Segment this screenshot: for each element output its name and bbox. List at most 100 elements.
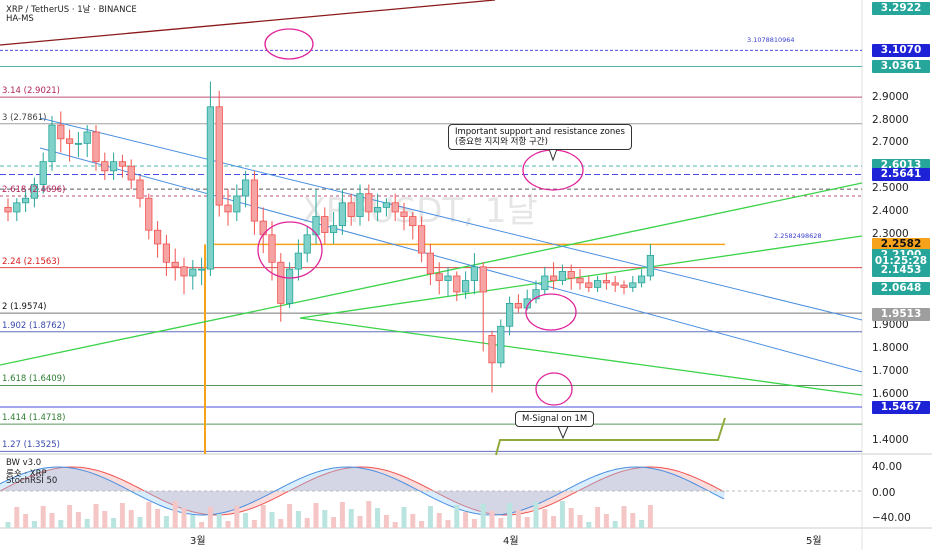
- price-badge[interactable]: 2.0648: [872, 282, 930, 296]
- candle[interactable]: [250, 179, 258, 222]
- candle[interactable]: [567, 270, 575, 279]
- candle[interactable]: [550, 275, 558, 281]
- candle[interactable]: [611, 282, 619, 286]
- oscillator-pane: [0, 466, 862, 528]
- candle[interactable]: [197, 268, 206, 271]
- candle[interactable]: [241, 179, 250, 197]
- candle[interactable]: [629, 282, 637, 288]
- candle[interactable]: [57, 124, 65, 140]
- candle[interactable]: [189, 268, 197, 277]
- sr-zone-callout: Important support and resistance zones (…: [448, 124, 632, 150]
- fib-level-label: 2.24 (2.1563): [2, 256, 61, 267]
- sub-indicator-name[interactable]: BW v3.0: [6, 458, 42, 468]
- candle[interactable]: [206, 106, 214, 270]
- candle[interactable]: [620, 284, 628, 288]
- candle[interactable]: [488, 335, 496, 364]
- sub-indicator-line3[interactable]: StochRSI 50: [6, 476, 58, 486]
- candle[interactable]: [39, 161, 47, 185]
- candle[interactable]: [461, 280, 470, 293]
- candle[interactable]: [373, 206, 382, 213]
- price-badge[interactable]: 2.5641: [872, 167, 930, 181]
- highlight-circle: [257, 221, 323, 279]
- candle[interactable]: [145, 197, 153, 231]
- candle[interactable]: [83, 131, 91, 144]
- candle[interactable]: [338, 202, 347, 227]
- fib-level-label: 1.902 (1.8762): [2, 320, 66, 331]
- candle[interactable]: [646, 254, 655, 277]
- candle[interactable]: [497, 325, 505, 364]
- candle[interactable]: [541, 275, 549, 291]
- candle[interactable]: [382, 202, 391, 208]
- candle[interactable]: [365, 193, 373, 213]
- fib-level-label: 2.618 (2.4696): [2, 185, 66, 196]
- price-badge[interactable]: 2.1453: [872, 263, 930, 277]
- candle[interactable]: [356, 193, 364, 217]
- candle[interactable]: [101, 161, 109, 172]
- candle[interactable]: [417, 225, 426, 254]
- candle[interactable]: [576, 277, 584, 284]
- candle[interactable]: [224, 204, 232, 213]
- candle[interactable]: [479, 266, 487, 293]
- candle[interactable]: [329, 225, 338, 233]
- candle[interactable]: [13, 202, 21, 213]
- price-badge[interactable]: 3.1070: [872, 43, 930, 57]
- candle[interactable]: [321, 216, 329, 233]
- candle[interactable]: [312, 216, 320, 236]
- highlight-circle: [535, 372, 573, 406]
- price-tick: 2.4000: [872, 204, 909, 217]
- price-badge[interactable]: 3.2922: [872, 1, 930, 15]
- candle[interactable]: [426, 252, 435, 275]
- price-badge[interactable]: 1.5467: [872, 400, 930, 414]
- price-tick: 1.6000: [872, 387, 909, 400]
- candle[interactable]: [400, 211, 408, 217]
- maroon-trendline: [0, 0, 496, 46]
- price-badge[interactable]: 1.9513: [872, 308, 930, 322]
- candle[interactable]: [21, 197, 30, 204]
- candle[interactable]: [294, 252, 303, 270]
- candle[interactable]: [48, 124, 56, 163]
- candle[interactable]: [453, 275, 461, 293]
- candle[interactable]: [391, 202, 399, 213]
- candle[interactable]: [74, 142, 82, 145]
- candle[interactable]: [505, 302, 514, 327]
- time-label-may: 5월: [806, 536, 822, 547]
- candle[interactable]: [171, 261, 179, 268]
- candle[interactable]: [470, 266, 479, 281]
- candle[interactable]: [347, 202, 355, 217]
- candle[interactable]: [409, 216, 417, 227]
- candle[interactable]: [92, 131, 100, 163]
- candle[interactable]: [4, 206, 12, 213]
- candle[interactable]: [162, 243, 170, 263]
- candle[interactable]: [153, 229, 162, 245]
- candle[interactable]: [277, 261, 285, 304]
- candle[interactable]: [66, 138, 74, 144]
- candle[interactable]: [215, 106, 223, 206]
- symbol-title[interactable]: XRP / TetherUS · 1날 · BINANCE: [6, 5, 137, 15]
- candle[interactable]: [585, 282, 593, 288]
- candle[interactable]: [435, 273, 443, 281]
- candle[interactable]: [444, 275, 452, 281]
- indicator-name[interactable]: HA-MS: [6, 14, 34, 24]
- candle[interactable]: [594, 280, 602, 288]
- price-badge[interactable]: 3.0361: [872, 60, 930, 74]
- candle[interactable]: [285, 268, 294, 304]
- candle[interactable]: [136, 179, 144, 199]
- candle[interactable]: [268, 234, 276, 263]
- candle[interactable]: [303, 234, 311, 254]
- fib-level-label: 1.618 (1.6409): [2, 374, 66, 385]
- candle[interactable]: [110, 161, 118, 172]
- candle[interactable]: [118, 161, 126, 167]
- price-badge[interactable]: 2.2582: [872, 237, 930, 251]
- candle[interactable]: [180, 266, 188, 277]
- candle[interactable]: [127, 165, 135, 181]
- candle[interactable]: [233, 195, 241, 213]
- candle[interactable]: [532, 289, 540, 300]
- candle[interactable]: [558, 270, 567, 281]
- candle[interactable]: [514, 302, 523, 309]
- candle[interactable]: [30, 184, 39, 199]
- price-tick: 2.3000: [872, 227, 909, 240]
- candle[interactable]: [602, 280, 611, 284]
- candle[interactable]: [638, 275, 646, 284]
